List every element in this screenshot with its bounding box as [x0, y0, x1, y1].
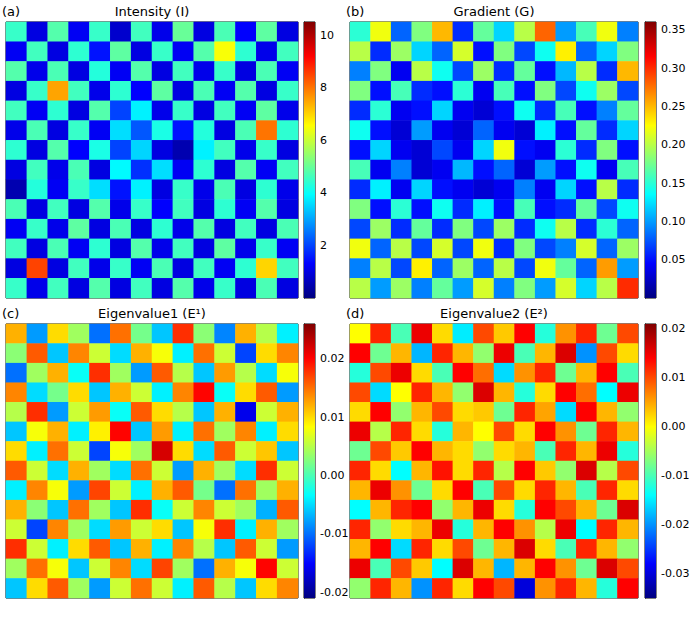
svg-text:(c): (c): [2, 306, 19, 321]
svg-text:0.05: 0.05: [661, 253, 686, 266]
svg-text:0.30: 0.30: [661, 62, 686, 75]
svg-text:0.35: 0.35: [661, 23, 686, 36]
svg-text:(d): (d): [346, 306, 364, 321]
svg-text:0.25: 0.25: [661, 100, 686, 113]
svg-text:0.15: 0.15: [661, 177, 686, 190]
svg-text:Gradient (G): Gradient (G): [454, 4, 535, 19]
svg-text:(b): (b): [346, 4, 364, 19]
svg-text:Intensity (I): Intensity (I): [115, 4, 190, 19]
svg-text:0.01: 0.01: [320, 411, 345, 424]
svg-text:6: 6: [320, 134, 327, 147]
svg-text:0.01: 0.01: [661, 371, 686, 384]
svg-text:0.00: 0.00: [320, 469, 345, 482]
svg-text:Eigenvalue2 (E²): Eigenvalue2 (E²): [440, 306, 548, 321]
svg-text:0.10: 0.10: [661, 215, 686, 228]
svg-text:Eigenvalue1 (E¹): Eigenvalue1 (E¹): [98, 306, 206, 321]
svg-text:-0.01: -0.01: [661, 469, 689, 482]
svg-text:(a): (a): [2, 4, 20, 19]
svg-text:-0.02: -0.02: [320, 586, 348, 599]
svg-text:0.02: 0.02: [661, 322, 686, 335]
svg-text:0.02: 0.02: [320, 352, 345, 365]
svg-text:10: 10: [320, 29, 334, 42]
svg-text:-0.01: -0.01: [320, 527, 348, 540]
svg-text:8: 8: [320, 81, 327, 94]
svg-text:0.20: 0.20: [661, 138, 686, 151]
svg-text:0.00: 0.00: [661, 420, 686, 433]
svg-text:-0.02: -0.02: [661, 518, 689, 531]
svg-text:-0.03: -0.03: [661, 567, 689, 580]
svg-text:4: 4: [320, 186, 327, 199]
svg-text:2: 2: [320, 239, 327, 252]
